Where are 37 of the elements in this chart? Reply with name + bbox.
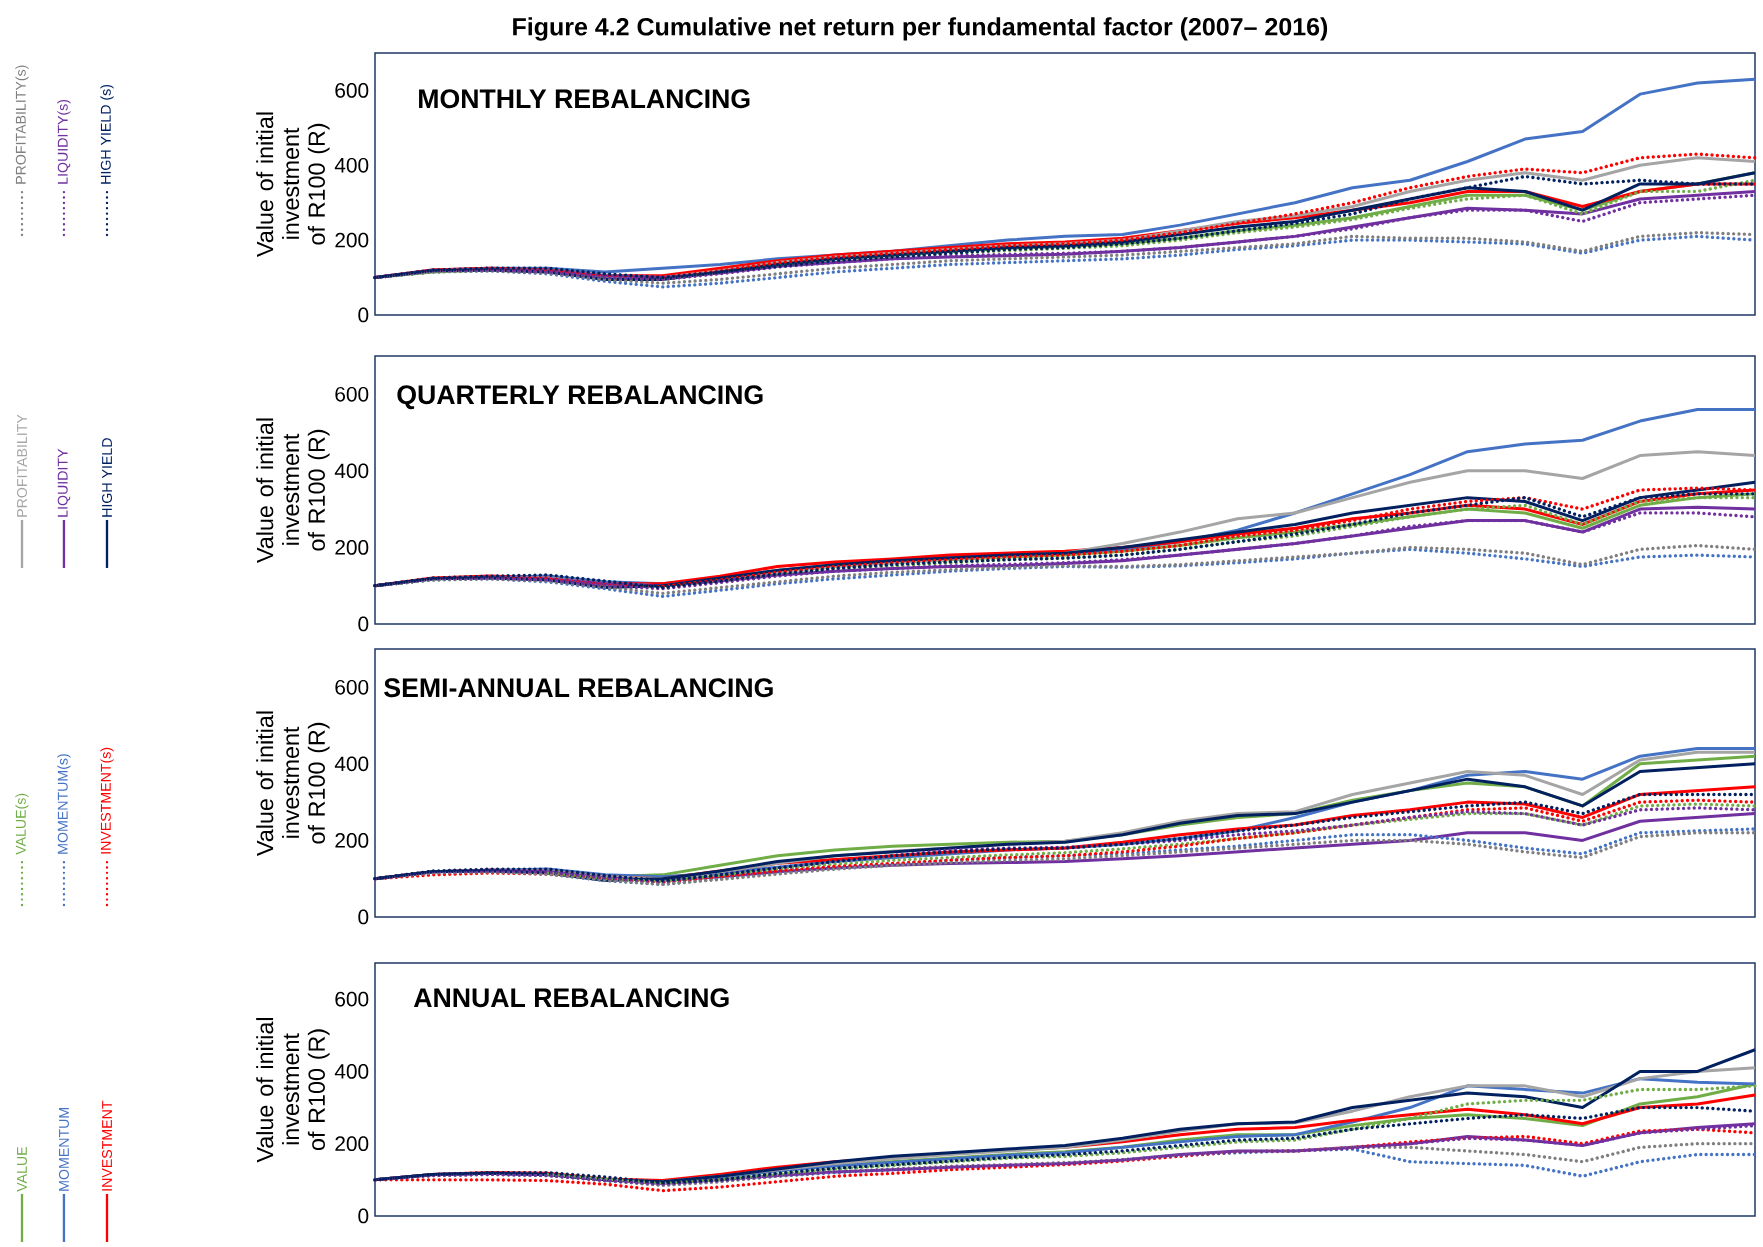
text: INVESTMENT [102, 1100, 113, 1191]
text: VALUE [17, 1147, 27, 1192]
y-tick-label: 0 [358, 616, 369, 632]
y-tick-label: 400 [334, 756, 369, 772]
text: INVESTMENT(s) [100, 747, 114, 854]
y-tick-label: 600 [335, 679, 369, 695]
text: VALUE(s) [15, 793, 29, 855]
y-tick-label: 600 [335, 991, 369, 1007]
y-tick-label: 0 [358, 1208, 369, 1224]
y-axis-title: Value of initial investment of R100 (R) [256, 1018, 330, 1163]
text: LIQUIDITY(s) [57, 99, 71, 184]
y-tick-label: 600 [335, 83, 369, 98]
y-tick-label: 600 [335, 386, 369, 402]
y-tick-label: 400 [334, 157, 369, 173]
y-tick-label: 400 [334, 463, 369, 479]
caption: Figure 4.2 Cumulative net return per fundamental factor (2007– 2016) [513, 17, 1328, 41]
text: ANNUAL REBALANCING [413, 988, 729, 1008]
text: QUARTERLY REBALANCING [397, 385, 763, 410]
text: HIGH YIELD (s) [100, 84, 114, 184]
text: SEMI-ANNUAL REBALANCING [384, 678, 773, 698]
y-tick-label: 200 [335, 833, 369, 848]
text: PROFITABILITY [17, 414, 28, 517]
y-tick-label: 200 [335, 232, 369, 248]
y-tick-label: 200 [335, 540, 369, 555]
text: LIQUIDITY [57, 448, 71, 517]
text: PROFITABILITY(s) [15, 65, 29, 184]
y-tick-label: 0 [358, 307, 369, 323]
y-tick-label: 200 [335, 1136, 369, 1152]
y-tick-label: 400 [334, 1064, 369, 1079]
text: MONTHLY REBALANCING [419, 89, 750, 109]
y-tick-label: 0 [358, 909, 369, 925]
y-axis-title: Value of initial investment of R100 (R) [256, 112, 330, 257]
text: MOMENTUM(s) [57, 754, 71, 854]
y-axis-title: Value of initial investment of R100 (R) [256, 418, 330, 563]
text: MOMENTUM [58, 1107, 69, 1191]
y-axis-title: Value of initial investment of R100 (R) [256, 711, 330, 856]
text: HIGH YIELD [102, 438, 113, 517]
